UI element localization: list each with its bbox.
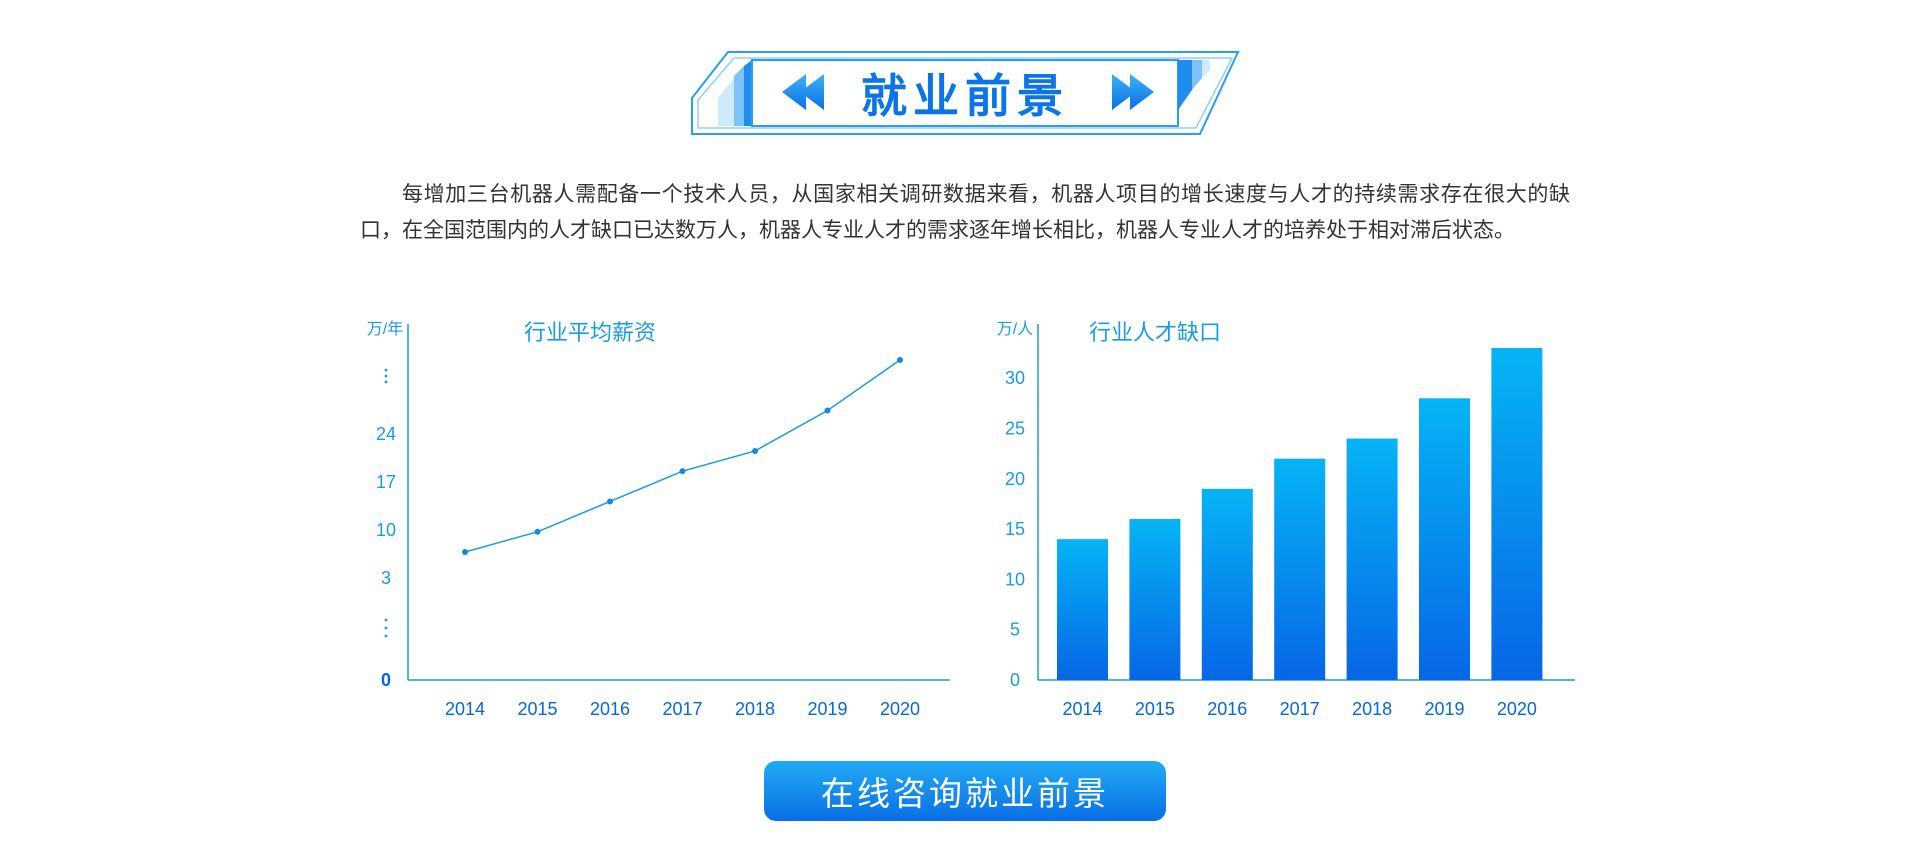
y-tick-label: 10 [1005, 569, 1025, 589]
axis-break-dot [384, 626, 388, 630]
y-tick-label: 15 [1005, 519, 1025, 539]
x-tick-label: 2017 [662, 699, 702, 719]
x-tick-label: 2016 [590, 699, 630, 719]
consult-button[interactable]: 在线咨询就业前景 [764, 761, 1166, 821]
y-tick-label: 0 [1010, 670, 1020, 690]
x-tick-label: 2020 [1497, 699, 1537, 719]
y-axis-label: 万/年 [367, 320, 403, 338]
y-axis-label: 万/人 [997, 320, 1033, 338]
axis-break-dot [384, 634, 388, 638]
x-tick-label: 2019 [1424, 699, 1464, 719]
y-tick-label: 25 [1005, 418, 1025, 438]
talent-gap-bar-chart: 万/人 行业人才缺口 0 5 10 15 20 25 30 2014 2015 2016 2017 201… [997, 320, 1575, 719]
x-tick-label: 2015 [517, 699, 557, 719]
bar [1274, 458, 1326, 680]
y-tick-label: 3 [381, 568, 391, 588]
section-banner: 就业前景 [690, 50, 1240, 136]
salary-line [464, 359, 901, 553]
x-tick-label: 2014 [445, 699, 485, 719]
bar [1057, 539, 1108, 680]
fast-forward-icon [1112, 74, 1154, 110]
data-point [462, 549, 468, 555]
intro-paragraph: 每增加三台机器人需配备一个技术人员，从国家相关调研数据来看，机器人项目的增长速度… [360, 182, 1570, 242]
data-point [534, 528, 541, 535]
bar [1491, 348, 1543, 680]
banner-frame [691, 51, 1240, 135]
axis-break-dot [384, 374, 388, 378]
salary-line-chart: 万/年 行业平均薪资 0 3 10 17 24 2014 2015 2016 2017 2018 201… [367, 320, 950, 719]
axis-break-dot [384, 380, 388, 384]
y-tick-label: 17 [376, 472, 396, 492]
data-point [752, 447, 758, 454]
data-point [824, 407, 831, 414]
data-point [607, 498, 613, 505]
section-title: 就业前景 [861, 69, 1069, 123]
y-tick-label: 5 [1010, 620, 1020, 640]
x-tick-label: 2018 [1352, 699, 1392, 719]
bar [1419, 398, 1470, 680]
bar [1346, 438, 1398, 680]
chart-title: 行业人才缺口 [1089, 320, 1221, 345]
y-tick-label: 10 [376, 520, 396, 540]
data-point [679, 468, 686, 475]
data-point [897, 357, 903, 363]
x-tick-label: 2016 [1207, 699, 1247, 719]
y-tick-label: 20 [1005, 469, 1025, 489]
y-tick-label: 30 [1005, 368, 1025, 388]
x-tick-label: 2014 [1062, 699, 1102, 719]
axis-break-dot [384, 618, 388, 622]
rewind-icon [782, 74, 824, 110]
axis-break-dot [384, 368, 388, 372]
y-tick-label: 24 [376, 424, 396, 444]
y-tick-label: 0 [381, 670, 391, 690]
bar [1201, 488, 1253, 680]
x-tick-label: 2017 [1280, 699, 1320, 719]
chart-title: 行业平均薪资 [524, 320, 656, 345]
x-tick-label: 2020 [880, 699, 920, 719]
x-tick-label: 2018 [735, 699, 775, 719]
x-tick-label: 2015 [1135, 699, 1175, 719]
x-tick-label: 2019 [807, 699, 847, 719]
bar [1129, 519, 1181, 680]
